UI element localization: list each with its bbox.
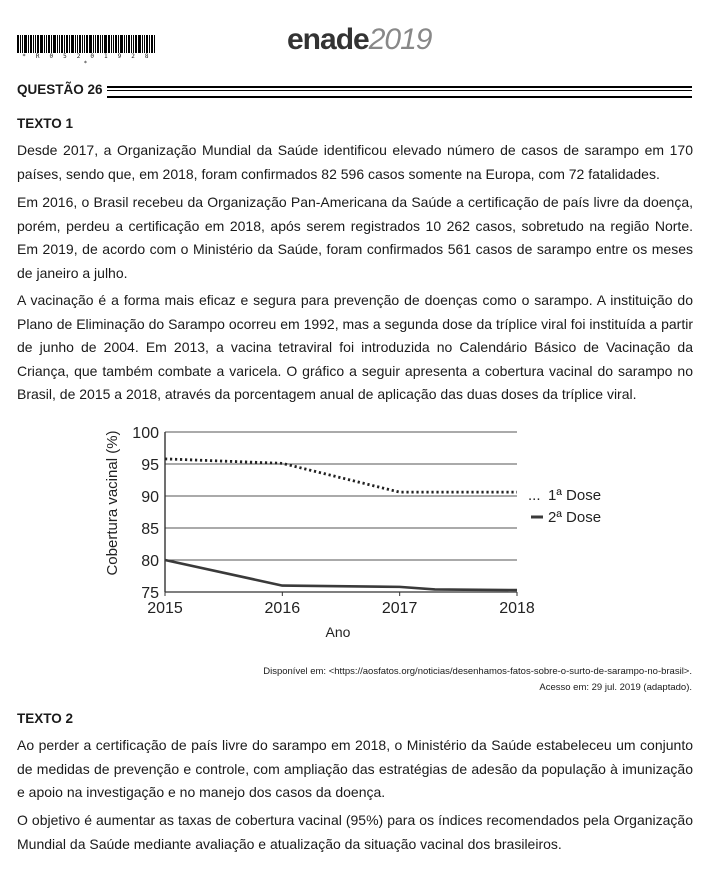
legend-label: 1ª Dose — [548, 487, 601, 504]
legend-label: 2ª Dose — [548, 509, 601, 526]
y-tick-label: 80 — [141, 553, 159, 570]
legend-symbol-dotted: ... — [528, 487, 541, 504]
y-tick-label: 85 — [141, 521, 159, 538]
texto1-paragraph-2: Em 2016, o Brasil recebeu da Organização… — [17, 194, 693, 281]
y-tick-label: 75 — [141, 585, 159, 602]
y-tick-label: 90 — [141, 489, 159, 506]
y-axis-label: Cobertura vacinal (%) — [104, 430, 121, 575]
barcode — [17, 35, 157, 53]
source-citation: Disponível em: <https://aosfatos.org/not… — [92, 664, 692, 696]
texto2-paragraph-2: O objetivo é aumentar as taxas de cobert… — [17, 812, 693, 852]
texto1-paragraph-1: Desde 2017, a Organização Mundial da Saú… — [17, 142, 693, 182]
question-header: QUESTÃO 26 — [17, 82, 692, 100]
texto1-title: TEXTO 1 — [17, 116, 74, 131]
x-tick-label: 2018 — [499, 600, 535, 617]
source-line-2: Acesso em: 29 jul. 2019 (adaptado). — [539, 682, 692, 693]
x-tick-label: 2016 — [265, 600, 301, 617]
barcode-number: * R 0 5 2 0 1 9 2 8 * — [22, 53, 152, 67]
texto1-paragraph-3: A vacinação é a forma mais eficaz e segu… — [17, 292, 693, 402]
series-line-1-dotted — [164, 457, 517, 494]
vaccination-chart: 75 80 85 90 95 100 2015 2016 2017 2018 Cobertura … — [104, 425, 601, 640]
source-line-1: Disponível em: <https://aosfatos.org/not… — [263, 666, 692, 677]
logo-year: 2019 — [368, 23, 433, 56]
series-line-2-solid — [164, 558, 518, 592]
x-tick-label: 2017 — [382, 600, 418, 617]
texto2-paragraph-1: Ao perder a certificação de país livre d… — [17, 737, 693, 800]
texto2-title: TEXTO 2 — [17, 711, 74, 726]
x-axis-label: Ano — [326, 624, 351, 640]
enade-logo: enade2019 — [287, 23, 433, 57]
logo-main: enade — [287, 23, 370, 56]
y-tick-label: 100 — [132, 425, 159, 442]
question-rule — [107, 86, 692, 98]
page-header: * R 0 5 2 0 1 9 2 8 * enade2019 — [0, 0, 708, 70]
y-tick-label: 95 — [141, 457, 159, 474]
x-tick-label: 2015 — [147, 600, 183, 617]
question-title: QUESTÃO 26 — [17, 82, 103, 97]
